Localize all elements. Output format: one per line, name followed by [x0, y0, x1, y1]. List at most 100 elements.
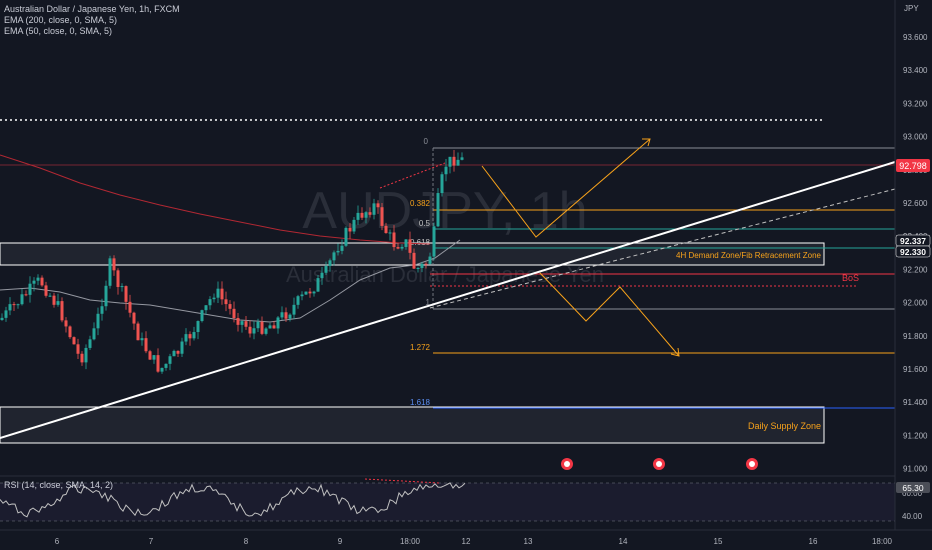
rsi-legend[interactable]: RSI (14, close, SMA, 14, 2): [4, 480, 114, 490]
candle-body[interactable]: [296, 296, 300, 305]
ema200-line[interactable]: [0, 154, 431, 245]
event-icon-1[interactable]: [561, 458, 573, 470]
candle-body[interactable]: [216, 288, 220, 298]
candle-body[interactable]: [320, 272, 324, 279]
candle-body[interactable]: [440, 174, 444, 194]
candle-body[interactable]: [420, 263, 424, 268]
candle-body[interactable]: [300, 294, 304, 297]
candle-body[interactable]: [44, 285, 48, 296]
bearish-projection[interactable]: [539, 272, 680, 357]
candle-body[interactable]: [292, 304, 296, 315]
candle-body[interactable]: [308, 291, 312, 294]
candle-body[interactable]: [288, 314, 292, 319]
candle-body[interactable]: [380, 207, 384, 226]
uptrend-line[interactable]: [0, 161, 896, 439]
candle-body[interactable]: [304, 291, 308, 295]
event-icon-2[interactable]: [653, 458, 665, 470]
candle-body[interactable]: [32, 280, 36, 284]
fib-retracement[interactable]: 0 0.382 0.5 0.618 1 1.272 1.618: [410, 137, 895, 409]
candle-body[interactable]: [212, 297, 216, 300]
candle-body[interactable]: [336, 250, 340, 253]
candle-body[interactable]: [28, 283, 32, 295]
candle-body[interactable]: [404, 239, 408, 247]
candle-body[interactable]: [408, 239, 412, 253]
candle-body[interactable]: [60, 301, 64, 321]
candle-body[interactable]: [52, 295, 56, 305]
candle-body[interactable]: [128, 301, 132, 313]
ema200-legend[interactable]: EMA (200, close, 0, SMA, 5): [4, 15, 118, 25]
candle-body[interactable]: [248, 326, 252, 334]
ema50-legend[interactable]: EMA (50, close, 0, SMA, 5): [4, 26, 113, 36]
candlestick-series[interactable]: [0, 150, 464, 374]
candle-body[interactable]: [432, 226, 436, 257]
supply-zone-box[interactable]: [0, 406, 825, 444]
candle-body[interactable]: [48, 295, 52, 297]
candle-body[interactable]: [208, 299, 212, 306]
bullish-projection[interactable]: [481, 138, 651, 238]
candle-body[interactable]: [72, 337, 76, 345]
time-axis[interactable]: 6 7 8 9 18:00 12 13 14 15 16 18:00: [55, 537, 893, 546]
candle-body[interactable]: [84, 347, 88, 363]
candle-body[interactable]: [92, 328, 96, 340]
candle-body[interactable]: [228, 304, 232, 309]
candle-body[interactable]: [180, 341, 184, 354]
candle-body[interactable]: [192, 332, 196, 339]
candle-body[interactable]: [236, 318, 240, 325]
candle-body[interactable]: [348, 227, 352, 232]
candle-body[interactable]: [116, 270, 120, 287]
candle-body[interactable]: [196, 321, 200, 333]
candle-body[interactable]: [332, 252, 336, 261]
candle-body[interactable]: [444, 166, 448, 175]
candle-body[interactable]: [20, 294, 24, 305]
candle-body[interactable]: [256, 321, 260, 329]
candle-body[interactable]: [16, 304, 20, 306]
candle-body[interactable]: [112, 258, 116, 271]
candle-body[interactable]: [176, 350, 180, 354]
event-icon-3[interactable]: [746, 458, 758, 470]
candle-body[interactable]: [152, 355, 156, 360]
candle-body[interactable]: [40, 277, 44, 286]
candle-body[interactable]: [160, 367, 164, 372]
candle-body[interactable]: [264, 328, 268, 334]
candle-body[interactable]: [24, 294, 28, 296]
candle-body[interactable]: [424, 263, 428, 265]
candle-body[interactable]: [224, 299, 228, 305]
candle-body[interactable]: [168, 356, 172, 364]
candle-body[interactable]: [456, 159, 460, 166]
candle-body[interactable]: [120, 286, 124, 288]
candle-body[interactable]: [276, 317, 280, 329]
candle-body[interactable]: [104, 285, 108, 307]
candle-body[interactable]: [220, 288, 224, 300]
candle-body[interactable]: [232, 308, 236, 319]
rsi-divergence-line[interactable]: [364, 478, 441, 484]
candle-body[interactable]: [204, 305, 208, 311]
candle-body[interactable]: [448, 156, 452, 167]
candle-body[interactable]: [96, 313, 100, 329]
candle-body[interactable]: [140, 338, 144, 341]
candle-body[interactable]: [68, 326, 72, 338]
candle-body[interactable]: [416, 267, 420, 269]
candle-body[interactable]: [156, 355, 160, 372]
candle-body[interactable]: [244, 321, 248, 327]
candle-body[interactable]: [188, 334, 192, 339]
candle-body[interactable]: [164, 363, 168, 368]
candle-body[interactable]: [372, 203, 376, 215]
candle-body[interactable]: [148, 351, 152, 360]
candle-body[interactable]: [200, 310, 204, 322]
candle-body[interactable]: [384, 225, 388, 234]
candle-body[interactable]: [436, 193, 440, 227]
candle-body[interactable]: [272, 325, 276, 329]
candle-body[interactable]: [4, 310, 8, 318]
candle-body[interactable]: [284, 312, 288, 319]
candle-body[interactable]: [388, 232, 392, 234]
parallel-dashed-line[interactable]: [429, 188, 896, 309]
candle-body[interactable]: [396, 247, 400, 249]
ema50-line[interactable]: [0, 239, 461, 323]
candle-body[interactable]: [172, 350, 176, 357]
candle-body[interactable]: [8, 304, 12, 311]
candle-body[interactable]: [108, 258, 112, 286]
candle-body[interactable]: [268, 325, 272, 329]
candle-body[interactable]: [324, 265, 328, 273]
candle-body[interactable]: [360, 212, 364, 218]
